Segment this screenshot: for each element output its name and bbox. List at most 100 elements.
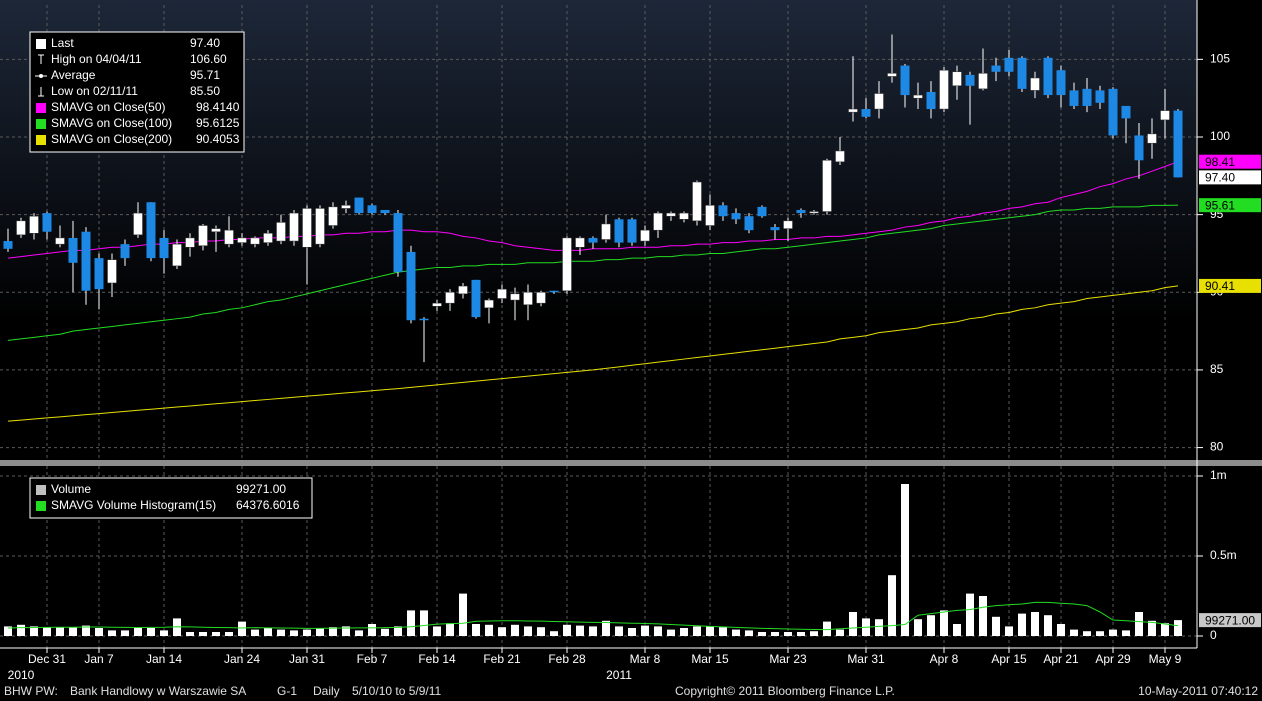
legend-label: SMAVG on Close(50) (51, 100, 166, 114)
volume-bar (251, 629, 259, 636)
volume-bar (4, 626, 12, 636)
candle-body (406, 251, 416, 321)
volume-bar (628, 628, 636, 636)
volume-bar (498, 627, 506, 636)
volume-bar (407, 610, 415, 636)
candle-body (926, 91, 936, 110)
volume-bar (836, 629, 844, 636)
candle-body (809, 211, 819, 214)
volume-bar (732, 629, 740, 636)
candle-body (1069, 90, 1079, 106)
candle-body (900, 65, 910, 96)
candle-body (510, 293, 520, 301)
candle-body (81, 231, 91, 291)
candle-body (29, 215, 39, 234)
volume-bar (17, 624, 25, 636)
candle-body (1095, 90, 1105, 103)
candle-body (874, 93, 884, 110)
y-tick-label: 85 (1210, 362, 1224, 376)
volume-bar (940, 610, 948, 636)
x-tick-label: Dec 31 (28, 652, 66, 666)
value-tag (1199, 198, 1261, 213)
candle-body (1121, 105, 1131, 119)
volume-bar (927, 615, 935, 636)
year-label: 2010 (8, 668, 35, 682)
volume-bar (693, 626, 701, 636)
footer-company: Bank Handlowy w Warszawie SA (70, 684, 246, 698)
volume-bar (719, 627, 727, 636)
volume-bar (901, 484, 909, 636)
volume-bar (238, 621, 246, 636)
candle-body (939, 69, 949, 110)
x-tick-label: Apr 21 (1043, 652, 1079, 666)
value-tag-label: 95.61 (1205, 198, 1235, 212)
candle-body (68, 237, 78, 263)
volume-bar (1057, 624, 1065, 636)
candle-body (679, 212, 689, 220)
candle-body (471, 279, 481, 318)
volume-bar (758, 632, 766, 636)
candle-body (432, 302, 442, 307)
x-tick-label: Feb 14 (418, 652, 456, 666)
volume-bar (563, 624, 571, 636)
candle-body (744, 216, 754, 231)
candle-body (770, 227, 780, 231)
footer-ticker: BHW PW: (4, 684, 58, 698)
candle-body (1043, 57, 1053, 96)
legend-swatch (36, 39, 46, 49)
candle-body (588, 237, 598, 243)
candle-body (822, 160, 832, 212)
volume-bar (30, 626, 38, 636)
x-tick-label: Feb 28 (548, 652, 586, 666)
x-tick-label: Apr 29 (1095, 652, 1131, 666)
legend-value: 98.4140 (196, 100, 240, 114)
candle-body (1017, 57, 1027, 89)
legend-label: High on 04/04/11 (51, 52, 142, 66)
volume-bar (602, 620, 610, 636)
x-tick-label: Feb 21 (483, 652, 521, 666)
value-tag-label: 98.41 (1205, 155, 1235, 169)
legend-label: Average (51, 68, 96, 82)
candle-body (94, 258, 104, 290)
candle-body (978, 73, 988, 90)
volume-bar (264, 628, 272, 636)
candle-body (159, 237, 169, 259)
candle-body (484, 299, 494, 309)
candle-body (445, 292, 455, 304)
volume-bar (329, 627, 337, 636)
candle-body (601, 223, 611, 240)
candle-body (1056, 70, 1066, 96)
volume-bar (1018, 613, 1026, 636)
volume-bar (199, 632, 207, 636)
footer-copyright: Copyright© 2011 Bloomberg Finance L.P. (675, 684, 895, 698)
volume-bar (69, 627, 77, 636)
volume-bar (446, 623, 454, 636)
volume-bar (823, 621, 831, 636)
candle-body (575, 237, 585, 248)
volume-bar (472, 624, 480, 636)
volume-bar (1122, 630, 1130, 636)
candle-body (341, 205, 351, 209)
volume-bar (56, 627, 64, 636)
legend-value: 95.6125 (196, 116, 240, 130)
candle-body (965, 74, 975, 86)
candle-body (952, 71, 962, 87)
candle-body (146, 202, 156, 259)
x-tick-label: Jan 24 (224, 652, 260, 666)
volume-bar (914, 619, 922, 636)
y-tick-label: 0.5m (1210, 548, 1237, 562)
candle-body (796, 209, 806, 214)
volume-bar (121, 630, 129, 636)
volume-bar (1031, 612, 1039, 636)
volume-bar (1135, 612, 1143, 636)
candle-body (705, 205, 715, 226)
candle-body (16, 220, 26, 236)
legend-icon (39, 74, 43, 78)
footer-range: 5/10/10 to 5/9/11 (352, 684, 442, 698)
candle-body (536, 292, 546, 304)
footer-page: G-1 (277, 684, 297, 698)
volume-bar (485, 624, 493, 636)
volume-bar (277, 629, 285, 636)
value-tag (1199, 613, 1261, 628)
candle-body (861, 109, 871, 117)
